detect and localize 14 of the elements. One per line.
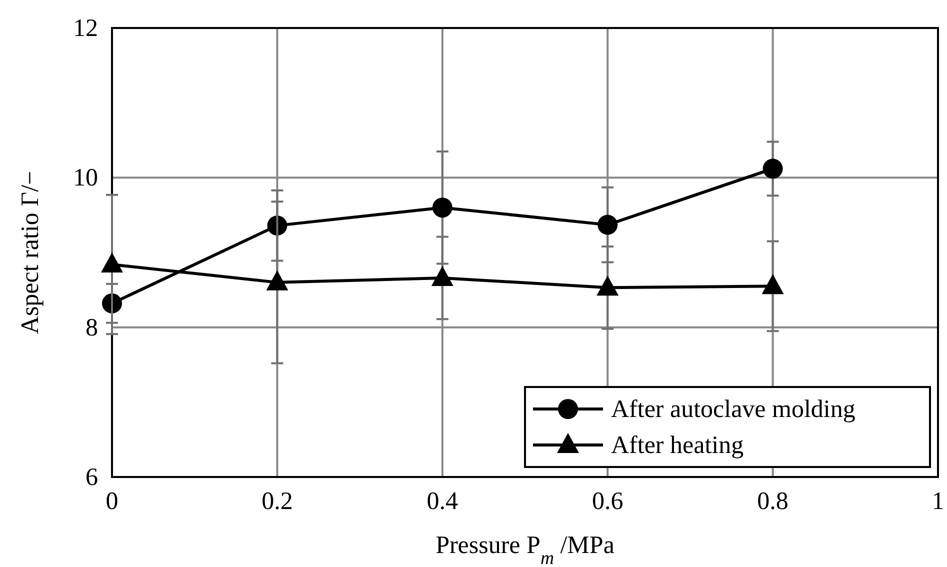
x-tick-label: 0 (106, 488, 118, 515)
y-tick-label: 10 (73, 164, 98, 192)
legend-label: After heating (611, 432, 744, 459)
x-tick-label: 0.4 (426, 488, 459, 515)
x-tick-label: 0.6 (592, 488, 624, 515)
x-tick-label: 0.8 (757, 488, 788, 515)
legend-label: After autoclave molding (611, 396, 856, 423)
y-tick-label: 12 (73, 15, 98, 42)
y-axis-title: Aspect ratio Γ/− (17, 170, 44, 334)
x-tick-label: 0.2 (262, 488, 293, 515)
x-tick-label: 1 (932, 488, 944, 515)
y-tick-label: 8 (86, 314, 98, 342)
x-axis-title: Pressure P$_{m}$ /MPa (436, 532, 614, 567)
y-tick-label: 6 (86, 464, 98, 491)
